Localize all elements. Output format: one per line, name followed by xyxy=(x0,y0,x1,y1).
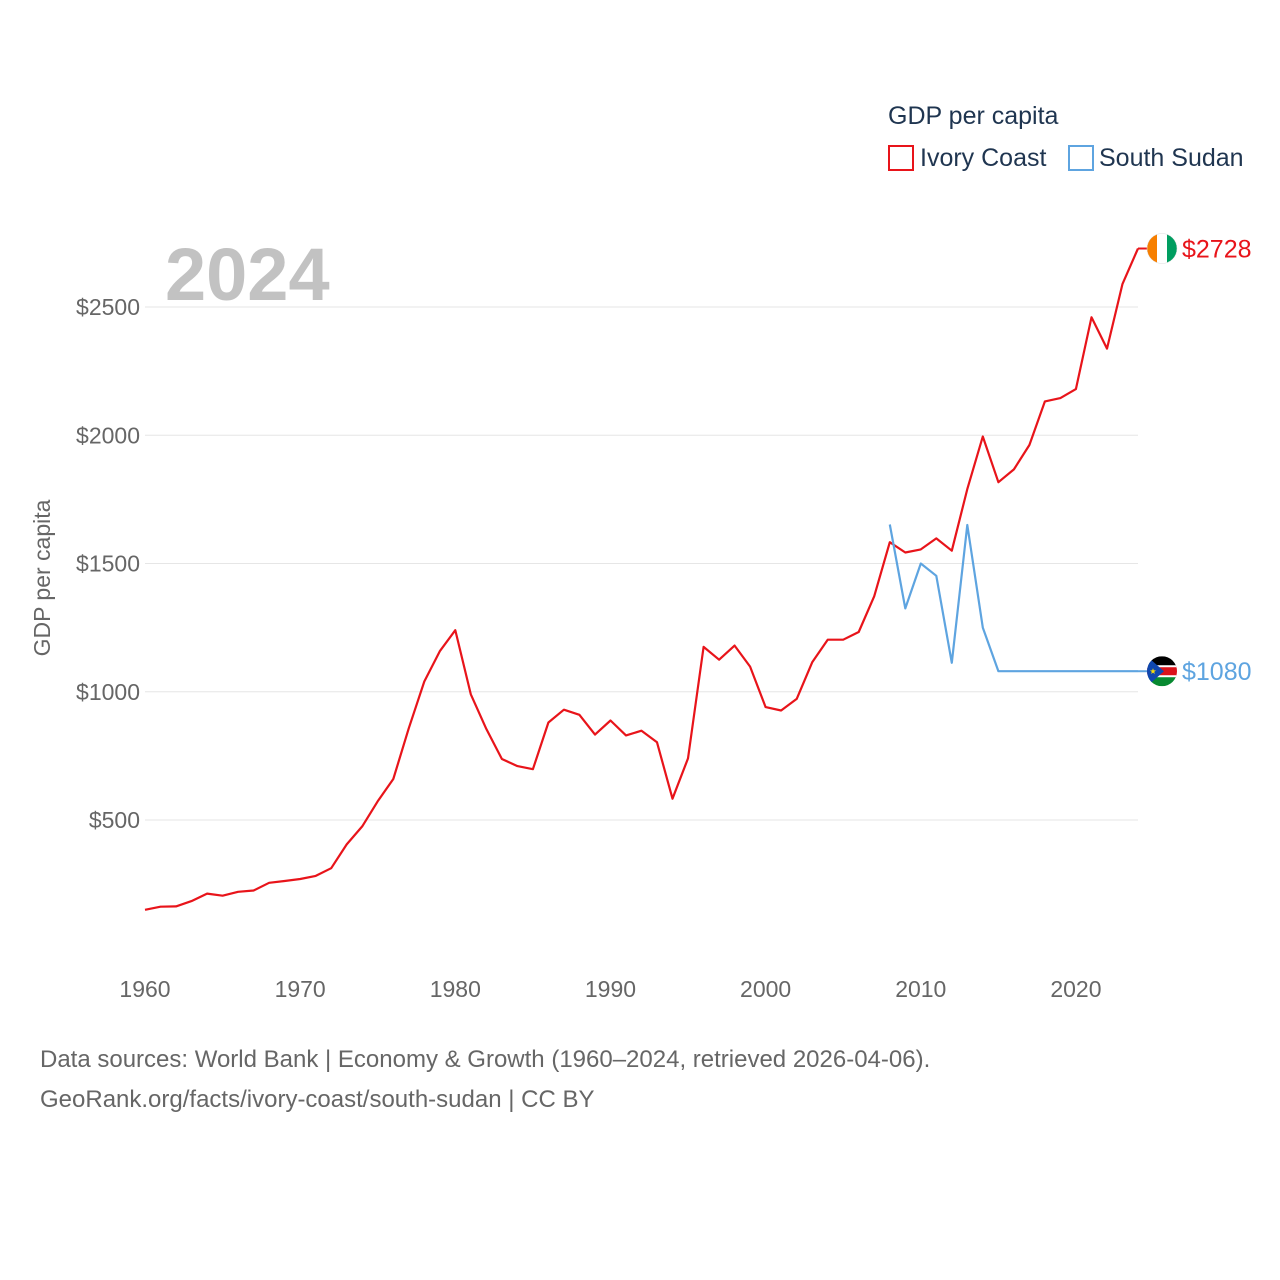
y-axis-ticks: $500 $1000 $1500 $2000 $2500 xyxy=(76,294,140,833)
series-line-ivory-coast xyxy=(144,248,1140,911)
legend-label-south-sudan: South Sudan xyxy=(1099,144,1244,172)
x-tick-label: 2020 xyxy=(1050,976,1101,1002)
source-note: Data sources: World Bank | Economy & Gro… xyxy=(40,1040,930,1120)
y-tick-label: $1500 xyxy=(76,551,140,577)
x-tick-label: 2000 xyxy=(740,976,791,1002)
grid-lines xyxy=(145,306,1138,821)
legend: GDP per capita Ivory Coast South Sudan xyxy=(888,102,1244,172)
x-axis-ticks: 1960 1970 1980 1990 2000 2010 2020 xyxy=(119,976,1101,1002)
series-endpoints: $2728 $1080 xyxy=(1138,233,1252,687)
legend-label-ivory-coast: Ivory Coast xyxy=(920,144,1046,172)
y-tick-label: $500 xyxy=(89,807,140,833)
legend-swatch-south-sudan xyxy=(1068,145,1094,171)
legend-item-ivory-coast[interactable]: Ivory Coast xyxy=(888,144,1046,172)
y-tick-label: $2500 xyxy=(76,294,140,320)
legend-swatch-ivory-coast xyxy=(888,145,914,171)
legend-item-south-sudan[interactable]: South Sudan xyxy=(1068,144,1244,172)
y-tick-label: $2000 xyxy=(76,422,140,448)
x-tick-label: 1970 xyxy=(275,976,326,1002)
x-tick-label: 1960 xyxy=(119,976,170,1002)
end-value-label-south-sudan: $1080 xyxy=(1182,658,1252,686)
y-axis-label: GDP per capita xyxy=(29,499,55,656)
series-line-south-sudan xyxy=(888,523,1138,673)
ivory-coast-flag-icon xyxy=(1146,233,1178,264)
x-tick-label: 1980 xyxy=(430,976,481,1002)
south-sudan-flag-icon xyxy=(1147,656,1177,687)
gdp-line-chart: 2024 $500$1000$1500$2000$2500 1960 1970 19… xyxy=(29,102,1252,1002)
y-tick-label: $1000 xyxy=(76,679,140,705)
year-watermark: 2024 xyxy=(165,233,330,316)
x-tick-label: 1990 xyxy=(585,976,636,1002)
legend-title: GDP per capita xyxy=(888,102,1059,130)
source-line-1: Data sources: World Bank | Economy & Gro… xyxy=(40,1046,931,1073)
x-tick-label: 2010 xyxy=(895,976,946,1002)
series-lines xyxy=(144,248,1140,911)
source-line-2: GeoRank.org/facts/ivory-coast/south-suda… xyxy=(40,1086,595,1113)
end-value-label-ivory-coast: $2728 xyxy=(1182,236,1252,264)
